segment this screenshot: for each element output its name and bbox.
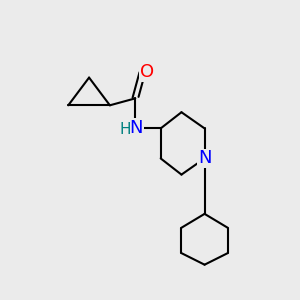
Text: O: O xyxy=(140,63,154,81)
Text: N: N xyxy=(130,119,143,137)
Text: N: N xyxy=(198,149,211,167)
Text: H: H xyxy=(119,122,130,137)
